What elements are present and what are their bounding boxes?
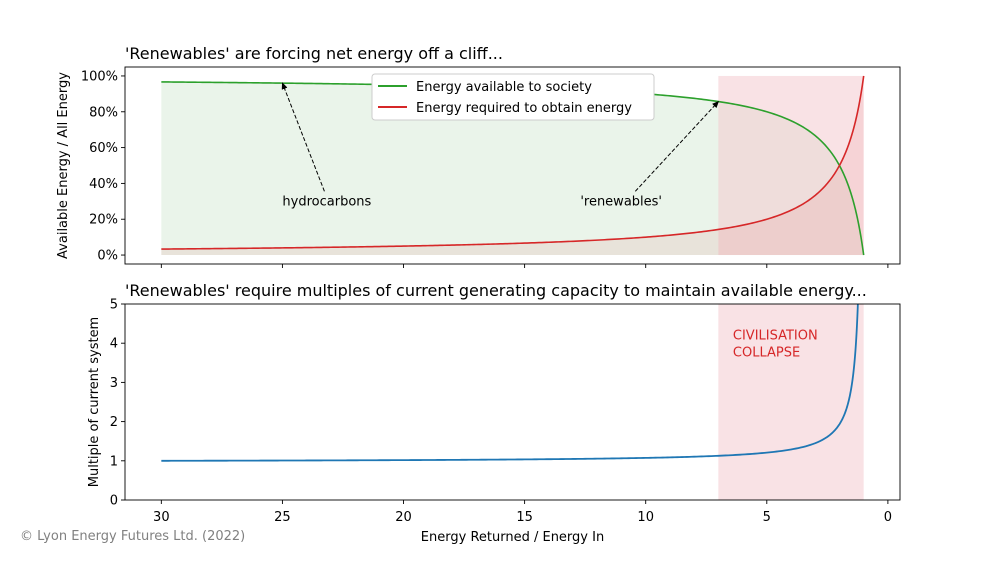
annotation-collapse: COLLAPSE [733, 345, 800, 360]
annotation-arrow-hydrocarbons [281, 82, 325, 192]
bottom-y-tick-label: 2 [110, 415, 118, 430]
bottom-y-ticks: 0 1 2 3 4 5 [110, 298, 125, 509]
top-axes-frame [124, 66, 901, 265]
top-y-ticks: 0% 20% 40% 60% 80% 100% [81, 69, 125, 264]
bottom-chart: 0 1 2 3 4 5 30 25 20 15 10 5 0 'Renewables' require… [87, 281, 901, 545]
top-chart: 0% 20% 40% 60% 80% 100% 'Renewables' are forc… [56, 44, 901, 268]
top-chart-title: 'Renewables' are forcing net energy off … [125, 44, 503, 63]
annotation-renewables: 'renewables' [580, 194, 662, 209]
bottom-axes-frame [124, 303, 901, 501]
bottom-x-tick-label: 5 [763, 510, 771, 525]
bottom-y-tick-label: 1 [110, 454, 118, 469]
series-line-multiple [161, 304, 859, 462]
bottom-x-tick-label: 15 [516, 510, 533, 525]
top-y-tick-label: 100% [81, 69, 118, 84]
bottom-x-tick-label: 25 [274, 510, 291, 525]
bottom-y-tick-label: 3 [110, 376, 118, 391]
bottom-x-tick-label: 30 [153, 510, 170, 525]
bottom-y-axis-label: Multiple of current system [87, 317, 102, 487]
annotation-arrow-renewables [634, 100, 720, 192]
top-y-tick-label: 20% [89, 213, 118, 228]
top-y-tick-label: 40% [89, 177, 118, 192]
copyright-notice: © Lyon Energy Futures Ltd. (2022) [20, 529, 246, 544]
bottom-x-tick-label: 20 [395, 510, 412, 525]
legend-label-energy-available: Energy available to society [416, 80, 592, 95]
x-axis-label: Energy Returned / Energy In [421, 530, 604, 545]
bottom-x-tick-label: 10 [637, 510, 654, 525]
bottom-x-tick-label: 0 [884, 510, 892, 525]
legend-label-energy-required: Energy required to obtain energy [416, 101, 632, 116]
required-energy-fill [161, 75, 864, 256]
bottom-y-tick-label: 5 [110, 298, 118, 313]
legend-box [371, 73, 655, 121]
annotation-civilisation: CIVILISATION [733, 328, 818, 343]
annotation-hydrocarbons: hydrocarbons [282, 194, 371, 209]
top-x-ticks [160, 264, 889, 268]
top-y-tick-label: 60% [89, 141, 118, 156]
top-y-axis-label: Available Energy / All Energy [56, 72, 71, 259]
bottom-x-ticks: 30 25 20 15 10 5 0 [153, 500, 892, 525]
series-line-energy-required [161, 75, 865, 250]
bottom-collapse-zone [718, 304, 864, 500]
available-energy-fill [161, 81, 864, 256]
top-y-tick-label: 80% [89, 105, 118, 120]
top-y-tick-label: 0% [97, 249, 118, 264]
bottom-y-tick-label: 4 [110, 337, 118, 352]
bottom-y-tick-label: 0 [110, 494, 118, 509]
bottom-chart-title: 'Renewables' require multiples of curren… [125, 281, 867, 300]
legend: Energy available to society Energy requi… [371, 73, 655, 121]
